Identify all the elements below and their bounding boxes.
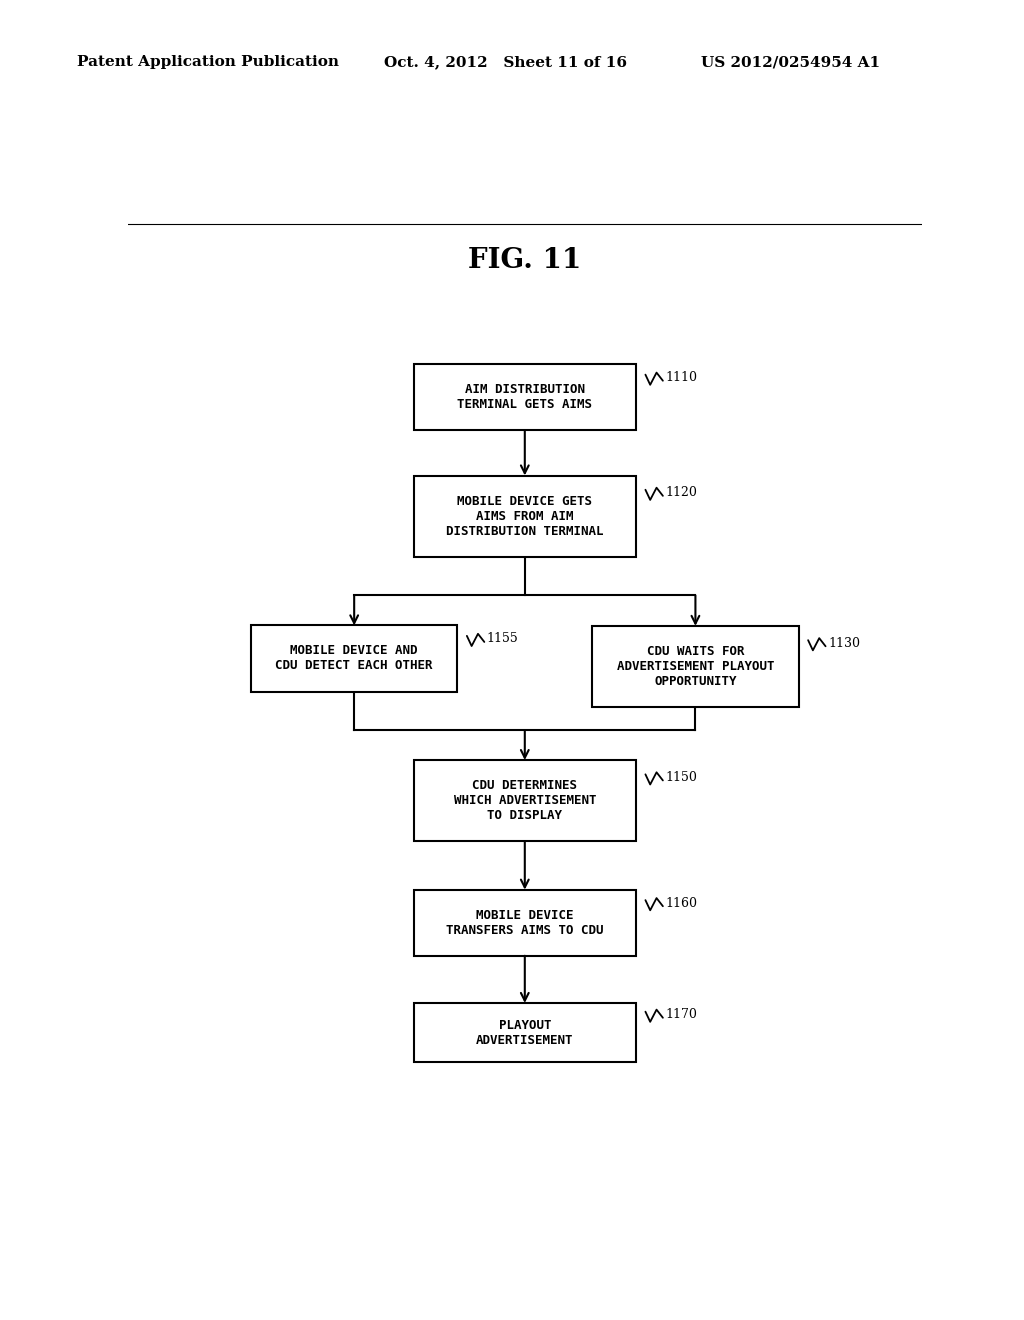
Bar <box>414 890 636 956</box>
Text: CDU DETERMINES
WHICH ADVERTISEMENT
TO DISPLAY: CDU DETERMINES WHICH ADVERTISEMENT TO DI… <box>454 779 596 822</box>
Text: MOBILE DEVICE
TRANSFERS AIMS TO CDU: MOBILE DEVICE TRANSFERS AIMS TO CDU <box>446 908 603 937</box>
Text: Oct. 4, 2012   Sheet 11 of 16: Oct. 4, 2012 Sheet 11 of 16 <box>384 55 627 70</box>
Bar <box>414 364 636 430</box>
Bar <box>414 475 636 557</box>
Text: US 2012/0254954 A1: US 2012/0254954 A1 <box>701 55 881 70</box>
Text: 1160: 1160 <box>666 896 697 909</box>
Text: FIG. 11: FIG. 11 <box>468 247 582 273</box>
Text: CDU WAITS FOR
ADVERTISEMENT PLAYOUT
OPPORTUNITY: CDU WAITS FOR ADVERTISEMENT PLAYOUT OPPO… <box>616 645 774 688</box>
Bar <box>251 626 458 692</box>
Text: AIM DISTRIBUTION
TERMINAL GETS AIMS: AIM DISTRIBUTION TERMINAL GETS AIMS <box>458 383 592 412</box>
Text: 1150: 1150 <box>666 771 697 784</box>
Text: 1155: 1155 <box>486 632 518 645</box>
Bar <box>592 626 799 708</box>
Bar <box>414 1003 636 1063</box>
Text: 1170: 1170 <box>666 1008 697 1022</box>
Bar <box>414 760 636 841</box>
Text: 1120: 1120 <box>666 486 697 499</box>
Text: MOBILE DEVICE AND
CDU DETECT EACH OTHER: MOBILE DEVICE AND CDU DETECT EACH OTHER <box>275 644 433 672</box>
Text: Patent Application Publication: Patent Application Publication <box>77 55 339 70</box>
Text: 1130: 1130 <box>828 636 860 649</box>
Text: PLAYOUT
ADVERTISEMENT: PLAYOUT ADVERTISEMENT <box>476 1019 573 1047</box>
Text: MOBILE DEVICE GETS
AIMS FROM AIM
DISTRIBUTION TERMINAL: MOBILE DEVICE GETS AIMS FROM AIM DISTRIB… <box>446 495 603 537</box>
Text: 1110: 1110 <box>666 371 697 384</box>
